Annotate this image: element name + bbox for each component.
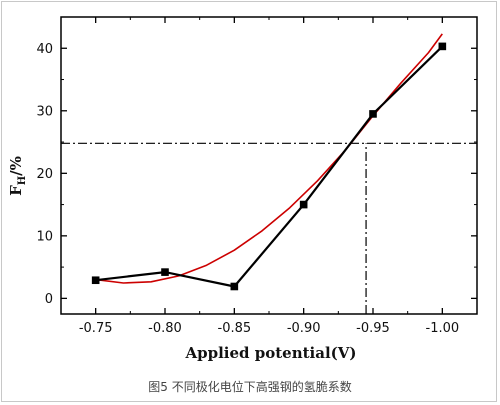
x-tick-label: -0.90 [287,321,321,336]
series-measured-line [95,45,444,288]
figure-caption: 图5 不同极化电位下高强钢的氢脆系数 [148,380,352,394]
y-axis-title-main: F [7,185,25,196]
plot-area: -0.75 -0.80 -0.85 -0.90 -0.95 -1.00 0 10 20 30 40 [36,16,478,336]
y-axis-title-suffix: /% [7,156,25,176]
data-point-marker [230,282,239,291]
x-tick-label: -0.95 [356,321,390,336]
y-tick-label: 40 [36,42,53,57]
y-axis-title: FH/% [7,156,28,196]
y-axis-title-subscript: H [17,176,28,185]
x-tick-label: -0.75 [79,321,113,336]
data-point-marker [91,276,100,285]
x-tick-label: -0.80 [148,321,182,336]
data-point-marker [369,110,377,118]
y-tick-label: 10 [36,229,53,244]
data-point-marker [161,268,169,276]
y-tick-label: 0 [45,292,53,307]
data-point-marker [438,42,447,51]
y-tick-label: 30 [36,104,53,119]
x-tick-label: -0.85 [218,321,252,336]
series-fit-line [95,33,443,284]
x-axis-title: Applied potential(V) [184,344,356,362]
data-point-marker [299,200,308,209]
x-tick-label: -1.00 [426,321,460,336]
plot-frame [60,16,478,315]
y-tick-label: 20 [36,167,53,182]
